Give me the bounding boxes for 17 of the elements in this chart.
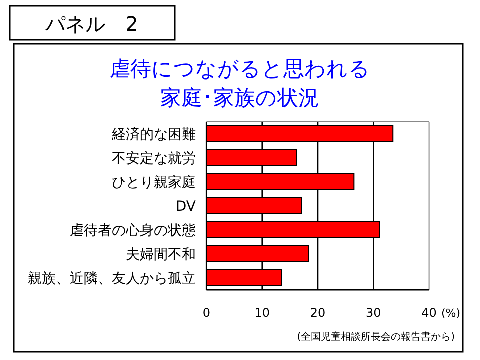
y-tick-label: 夫婦間不和 xyxy=(126,247,196,263)
y-tick-label: 虐待者の心身の状態 xyxy=(70,223,196,239)
text: パネル 2 xyxy=(44,12,138,36)
x-tick-label: 0 xyxy=(202,306,211,320)
y-tick-label: 親族、近隣、友人から孤立 xyxy=(28,271,196,287)
y-tick-label: DV xyxy=(176,199,196,215)
x-tick-label: 20 xyxy=(310,306,326,320)
chart-subtitle: 家庭･家族の状況 xyxy=(160,86,320,110)
y-tick-label: ひとり親家庭 xyxy=(112,175,196,191)
text: (全国児童相談所長会の報告書から) xyxy=(297,331,456,343)
y-tick-label: 経済的な困難 xyxy=(111,127,196,143)
x-tick-label: 40 xyxy=(422,306,437,320)
x-tick-label: 30 xyxy=(366,306,382,320)
chart-title: 虐待につながると思われる xyxy=(110,57,370,81)
y-tick-label: 不安定な就労 xyxy=(112,151,196,167)
x-tick-label: 10 xyxy=(254,306,270,320)
x-axis-title: (%) xyxy=(441,307,461,320)
